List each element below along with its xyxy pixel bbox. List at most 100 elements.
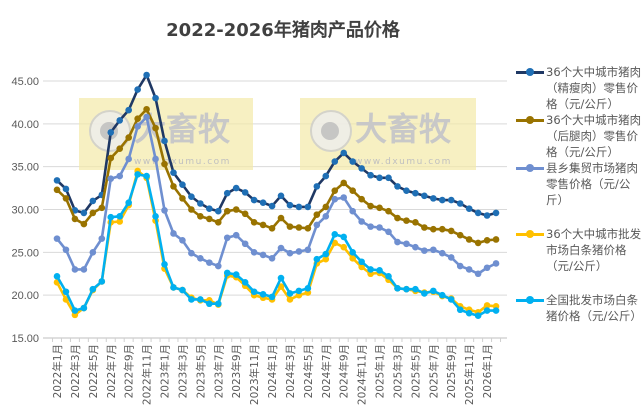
data-point bbox=[116, 145, 124, 152]
legend-swatch bbox=[516, 116, 544, 124]
data-point bbox=[89, 197, 97, 205]
x-tick-label: 2022年5月 bbox=[87, 344, 100, 398]
data-point bbox=[447, 196, 455, 204]
data-point bbox=[134, 123, 141, 130]
data-point bbox=[456, 200, 464, 207]
data-point bbox=[232, 206, 240, 213]
x-tick-label: 2024年9月 bbox=[338, 344, 351, 398]
data-point bbox=[474, 239, 482, 247]
legend-label: 县乡集贸市场猪肉零售价格（元/公斤） bbox=[546, 161, 638, 207]
data-point bbox=[430, 225, 437, 233]
x-tick-label: 2022年9月 bbox=[123, 344, 136, 398]
data-point bbox=[152, 155, 159, 163]
x-tick-label: 2022年11月 bbox=[141, 344, 154, 405]
data-point bbox=[394, 285, 401, 292]
legend-item[interactable]: 全国批发市场白条猪价格（元/公斤） bbox=[516, 292, 642, 324]
data-point bbox=[340, 179, 348, 187]
data-point bbox=[188, 193, 195, 200]
series-3 bbox=[53, 113, 500, 278]
data-point bbox=[143, 105, 150, 113]
data-point bbox=[206, 300, 213, 308]
data-point bbox=[304, 246, 312, 254]
data-point bbox=[286, 249, 294, 257]
data-point bbox=[161, 137, 168, 145]
data-point bbox=[62, 246, 70, 254]
x-tick-label: 2025年5月 bbox=[409, 344, 422, 398]
legend-item[interactable]: 36个大中城市猪肉（后腿肉）零售价格（元/公斤） bbox=[516, 112, 642, 160]
data-point bbox=[403, 217, 410, 224]
x-tick-label: 2024年5月 bbox=[302, 344, 315, 398]
data-point bbox=[241, 240, 249, 248]
y-tick-label: 40.00 bbox=[11, 119, 39, 131]
chart-title: 2022-2026年猪肉产品价格 bbox=[166, 20, 400, 41]
data-point bbox=[89, 249, 97, 256]
series-1 bbox=[53, 71, 500, 219]
x-tick-label: 2023年11月 bbox=[248, 344, 261, 405]
data-point bbox=[376, 204, 383, 212]
data-point bbox=[483, 302, 491, 309]
data-point bbox=[53, 273, 61, 280]
y-tick-label: 15.00 bbox=[11, 333, 39, 345]
data-point bbox=[143, 71, 150, 79]
data-point bbox=[331, 195, 339, 203]
data-point bbox=[259, 251, 267, 259]
data-point bbox=[421, 224, 428, 231]
series-5 bbox=[53, 171, 500, 320]
data-point bbox=[107, 129, 115, 136]
data-point bbox=[394, 238, 401, 246]
legend-label: 36个大中城市猪肉（后腿肉）零售价格（元/公斤） bbox=[546, 113, 642, 159]
data-point bbox=[268, 255, 276, 262]
watermark-url: www.dxumu.com bbox=[134, 157, 231, 167]
data-point bbox=[403, 187, 410, 194]
data-point bbox=[188, 206, 195, 213]
data-point bbox=[295, 287, 303, 295]
data-point bbox=[116, 172, 124, 180]
data-point bbox=[465, 205, 473, 212]
data-point bbox=[474, 312, 482, 320]
data-point bbox=[430, 287, 437, 295]
data-point bbox=[259, 291, 267, 298]
data-point bbox=[241, 279, 249, 286]
data-point bbox=[206, 259, 213, 266]
x-tick-label: 2023年7月 bbox=[212, 344, 225, 398]
legend-item[interactable]: 36个大中城市批发市场白条猪价格（元/公斤） bbox=[516, 226, 642, 274]
data-point bbox=[62, 195, 70, 202]
data-point bbox=[447, 254, 455, 261]
data-point bbox=[232, 231, 240, 239]
data-point bbox=[322, 172, 330, 180]
legend-item[interactable]: 36个大中城市猪肉（精瘦肉）零售价格（元/公斤） bbox=[516, 64, 642, 112]
data-point bbox=[430, 246, 437, 254]
data-point bbox=[277, 192, 285, 200]
legend-item[interactable]: 县乡集贸市场猪肉零售价格（元/公斤） bbox=[516, 160, 642, 208]
data-point bbox=[358, 258, 365, 266]
data-point bbox=[197, 296, 204, 303]
data-point bbox=[89, 209, 97, 217]
data-point bbox=[483, 212, 491, 219]
data-point bbox=[179, 181, 186, 188]
data-point bbox=[421, 247, 428, 254]
data-point bbox=[71, 266, 79, 273]
data-point bbox=[188, 296, 195, 303]
data-point bbox=[223, 207, 231, 215]
data-point bbox=[438, 249, 446, 257]
x-tick-label: 2024年3月 bbox=[284, 344, 297, 398]
data-point bbox=[80, 304, 88, 312]
data-point bbox=[385, 174, 392, 182]
x-tick-label: 2023年5月 bbox=[194, 344, 207, 398]
data-point bbox=[358, 165, 365, 172]
data-point bbox=[125, 106, 132, 114]
data-point bbox=[456, 231, 464, 239]
data-point bbox=[116, 213, 124, 220]
data-point bbox=[206, 205, 213, 212]
data-point bbox=[349, 187, 356, 194]
data-point bbox=[134, 115, 141, 122]
x-tick-label: 2023年3月 bbox=[176, 344, 189, 398]
data-point bbox=[313, 221, 321, 229]
data-point bbox=[214, 262, 222, 270]
data-point bbox=[223, 234, 231, 242]
data-point bbox=[107, 175, 115, 182]
